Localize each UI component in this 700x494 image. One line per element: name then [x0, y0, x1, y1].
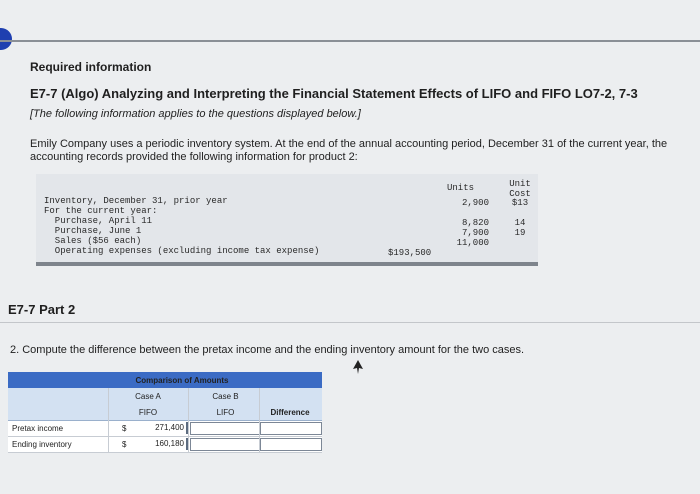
- pretax-income-fifo-value[interactable]: 271,400: [128, 422, 188, 434]
- ending-inventory-lifo-input[interactable]: [190, 438, 260, 451]
- comparison-title: Comparison of Amounts: [135, 376, 229, 385]
- row-label: For the current year:: [44, 206, 158, 216]
- row-labels: Inventory, December 31, prior year For t…: [44, 196, 319, 256]
- mouse-cursor-icon: [353, 360, 363, 374]
- problem-description: Emily Company uses a periodic inventory …: [30, 138, 668, 163]
- case-a-header: Case A: [135, 392, 161, 401]
- page-title: E7-7 (Algo) Analyzing and Interpreting t…: [30, 86, 638, 101]
- inventory-data-table: Units Unit Cost Inventory, December 31, …: [36, 174, 538, 266]
- case-b-header: Case B: [212, 392, 239, 401]
- lifo-header: LIFO: [216, 408, 235, 417]
- page-subtitle: [The following information applies to th…: [30, 108, 361, 120]
- comparison-subheader: [8, 388, 322, 421]
- column-divider: [108, 388, 109, 452]
- units-values: 2,900 8,820 7,900 11,000: [441, 198, 489, 248]
- ending-inventory-difference-input[interactable]: [260, 438, 322, 451]
- unit-cost-value: 14: [514, 218, 526, 228]
- row-label: Sales ($56 each): [44, 236, 142, 246]
- row-label: Operating expenses (excluding income tax…: [44, 246, 320, 256]
- required-info-label: Required information: [30, 60, 152, 74]
- units-value: 7,900: [461, 228, 489, 238]
- unit-cost-values: $13 14 19: [506, 198, 534, 238]
- part-heading: E7-7 Part 2: [8, 302, 76, 317]
- header-divider: [0, 40, 700, 42]
- operating-expenses-amount: $193,500: [388, 248, 432, 258]
- ending-inventory-label: Ending inventory: [12, 440, 72, 449]
- pretax-income-label: Pretax income: [12, 424, 64, 433]
- pretax-income-difference-input[interactable]: [260, 422, 322, 435]
- table-row: Ending inventory $ 160,180: [8, 437, 322, 453]
- part-divider: [0, 322, 700, 323]
- fifo-header: FIFO: [138, 408, 158, 417]
- unit-cost-value: 19: [514, 228, 526, 238]
- ending-inventory-fifo-value[interactable]: 160,180: [128, 438, 188, 450]
- units-column-header: Units: [447, 183, 475, 193]
- pretax-income-lifo-input[interactable]: [190, 422, 260, 435]
- row-label: Inventory, December 31, prior year: [44, 196, 228, 206]
- unit-cost-value: $13: [511, 198, 529, 208]
- column-divider: [188, 388, 189, 452]
- table-bottom-rule: [36, 262, 538, 266]
- column-divider: [259, 388, 260, 452]
- units-value: 11,000: [456, 238, 489, 248]
- unit-cost-column-header: Unit Cost: [509, 179, 531, 199]
- row-label: Purchase, June 1: [44, 226, 142, 236]
- table-row: Pretax income $ 271,400: [8, 421, 322, 437]
- question-text: 2. Compute the difference between the pr…: [10, 344, 525, 356]
- units-value: 8,820: [461, 218, 489, 228]
- comparison-table: Comparison of Amounts Case A Case B FIFO…: [8, 372, 322, 453]
- sidebar-tab[interactable]: [0, 28, 12, 50]
- currency-symbol: $: [122, 424, 127, 433]
- difference-header: Difference: [270, 408, 310, 417]
- row-label: Purchase, April 11: [44, 216, 153, 226]
- comparison-header-bar: [8, 372, 322, 388]
- units-value: 2,900: [461, 198, 489, 208]
- currency-symbol: $: [122, 440, 127, 449]
